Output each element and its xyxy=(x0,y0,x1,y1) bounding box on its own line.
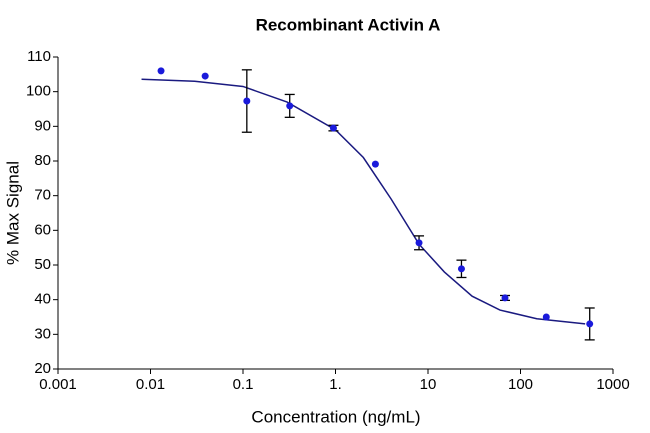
chart-title: Recombinant Activin A xyxy=(256,15,441,34)
data-point xyxy=(501,294,509,302)
x-tick-label: 0.001 xyxy=(39,376,77,393)
data-point xyxy=(542,313,550,321)
fit-curve xyxy=(141,78,586,325)
y-tick-label: 20 xyxy=(34,360,51,377)
x-tick-label: 10 xyxy=(420,376,437,393)
y-tick-label: 60 xyxy=(34,221,51,238)
data-point xyxy=(157,67,165,75)
y-tick-label: 40 xyxy=(34,291,51,308)
y-tick-label: 70 xyxy=(34,187,51,204)
data-point xyxy=(243,97,251,105)
x-tick-label: 1. xyxy=(329,376,342,393)
data-point xyxy=(201,72,209,80)
data-point xyxy=(586,320,594,328)
x-tick-label: 1000 xyxy=(596,376,629,393)
x-axis-title: Concentration (ng/mL) xyxy=(251,407,420,426)
x-tick-label: 0.01 xyxy=(136,376,165,393)
data-point xyxy=(371,160,379,168)
data-point xyxy=(457,265,465,273)
y-axis-title: % Max Signal xyxy=(3,161,22,265)
data-point xyxy=(286,102,294,110)
x-tick-label: 100 xyxy=(508,376,533,393)
y-tick-label: 110 xyxy=(27,48,51,65)
y-tick-label: 80 xyxy=(34,152,51,169)
x-tick-label: 0.1 xyxy=(233,376,254,393)
y-tick-label: 50 xyxy=(34,256,51,273)
y-tick-label: 90 xyxy=(34,117,51,134)
data-point xyxy=(415,239,423,247)
y-tick-label: 30 xyxy=(34,325,51,342)
y-tick-label: 100 xyxy=(26,83,51,100)
data-point xyxy=(329,124,337,132)
